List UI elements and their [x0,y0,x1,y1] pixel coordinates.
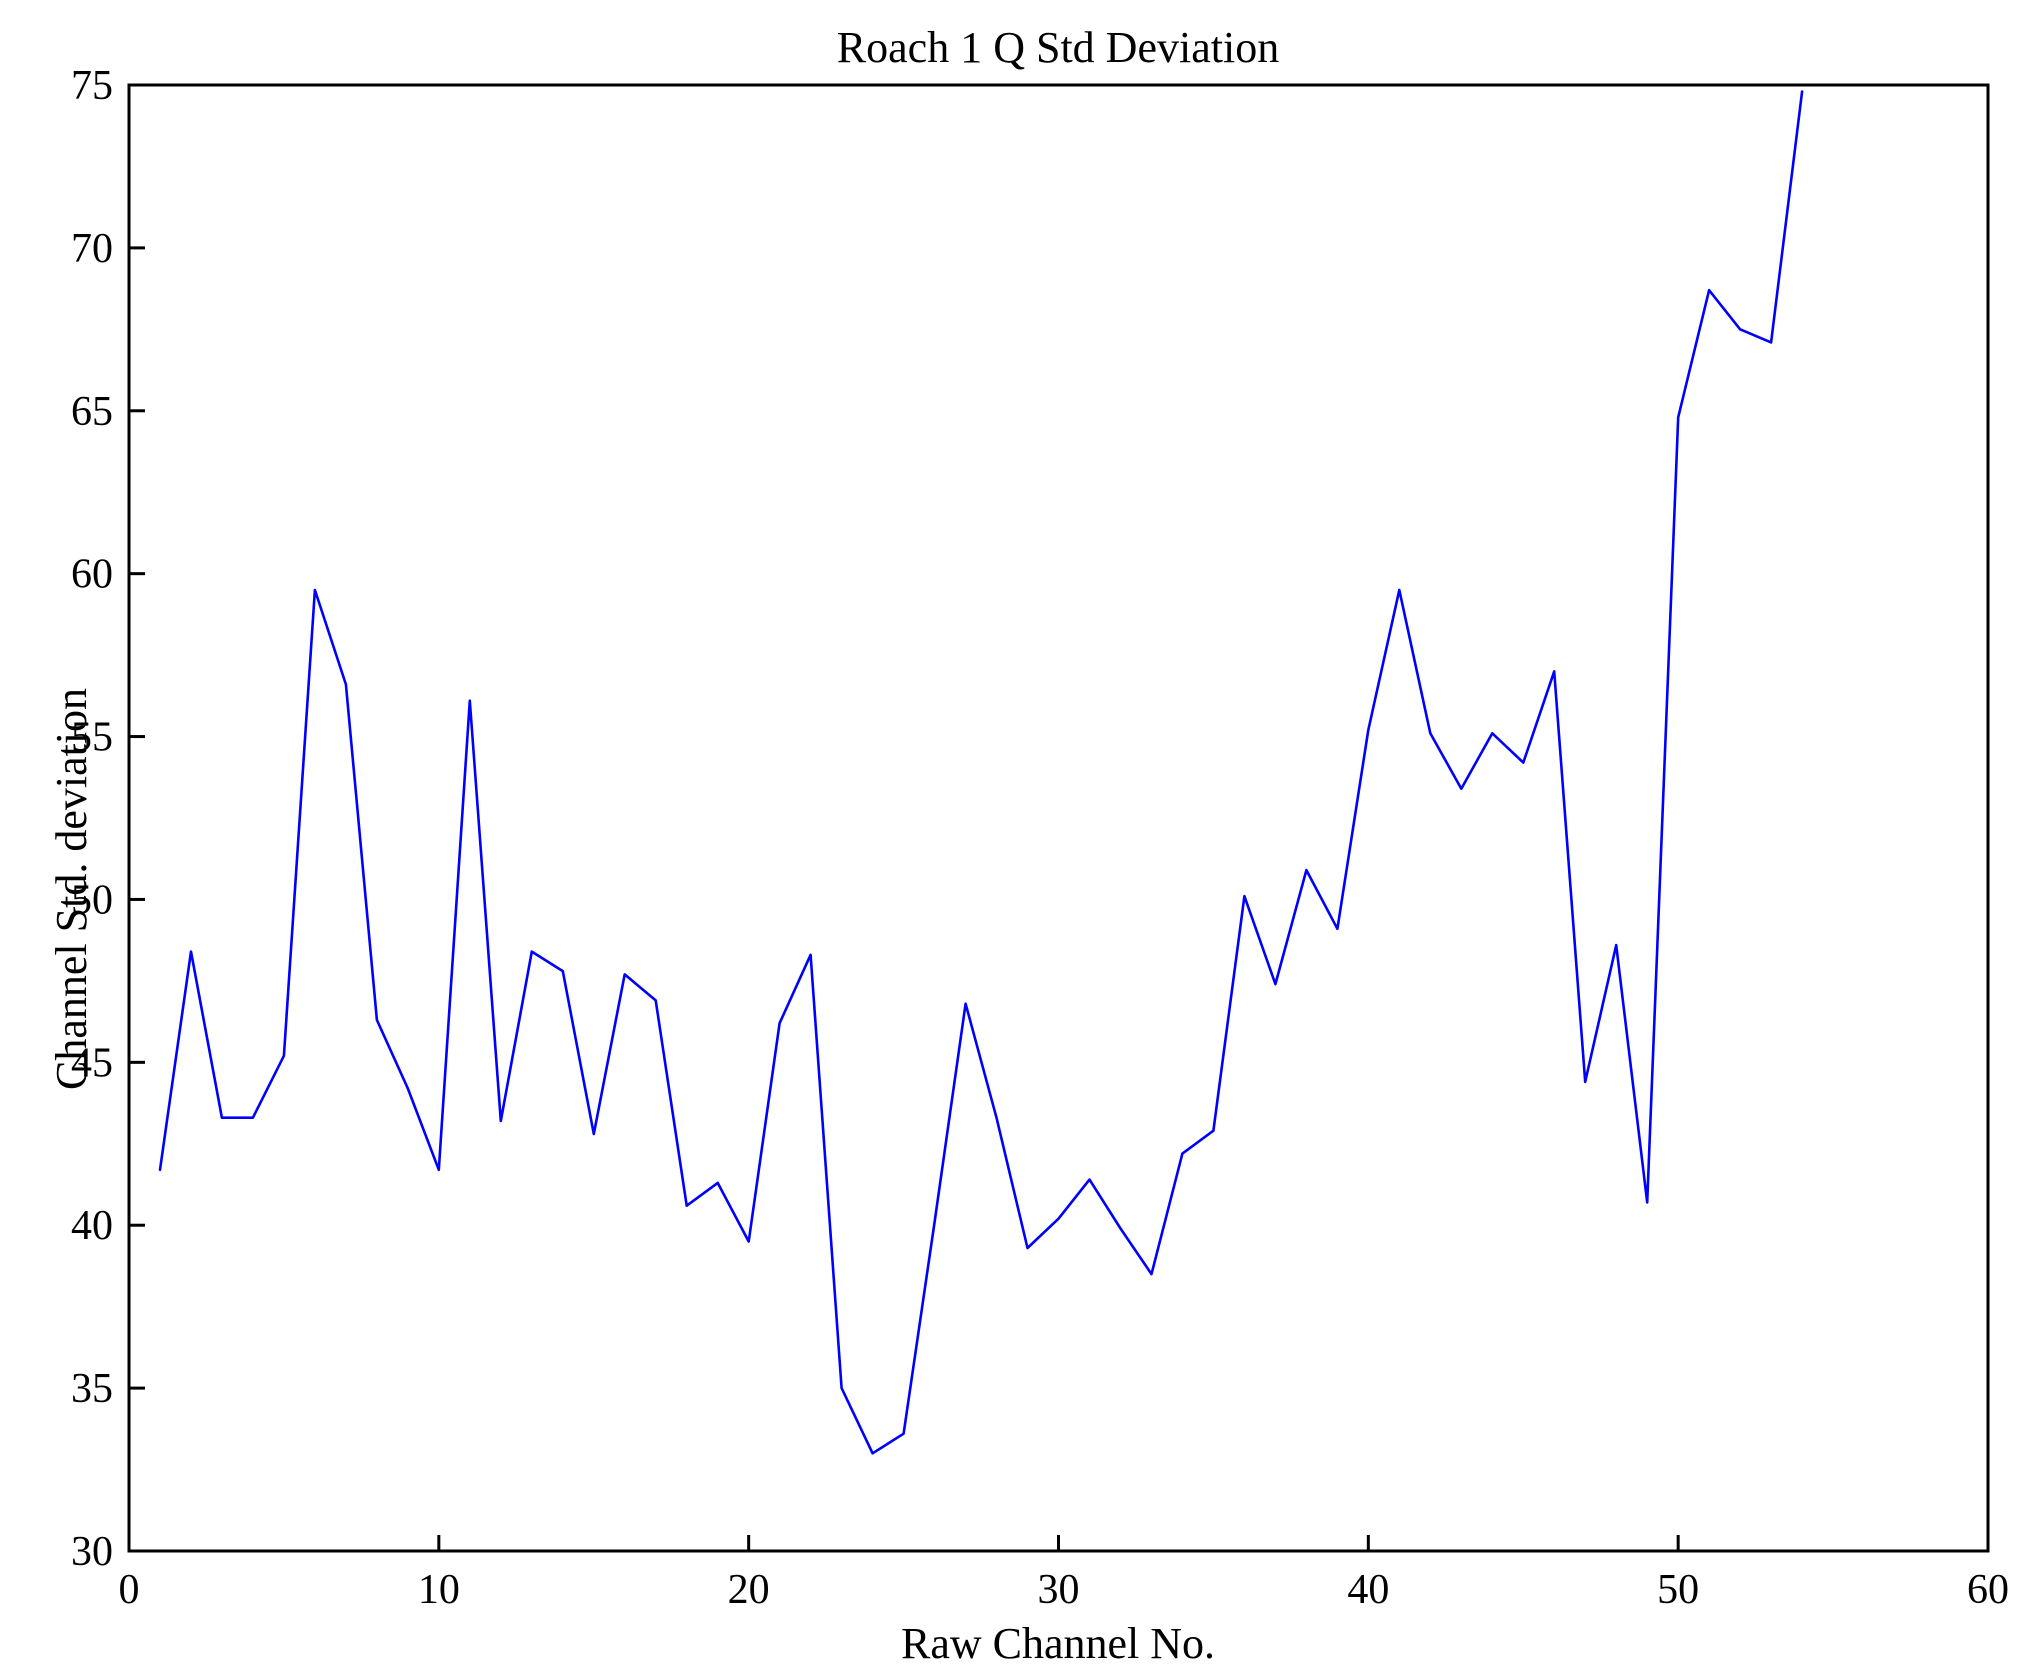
x-axis-label: Raw Channel No. [900,1619,1216,1668]
y-tick-label: 55 [71,715,113,761]
y-tick-label: 60 [71,552,113,598]
x-tick-label: 60 [1967,1567,2009,1613]
chart-title: Roach 1 Q Std Deviation [836,23,1280,72]
x-tick-label: 0 [119,1567,140,1613]
x-tick-label: 40 [1347,1567,1389,1613]
y-tick-label: 50 [71,877,113,923]
x-tick-label: 20 [728,1567,770,1613]
x-tick-label: 10 [418,1567,460,1613]
y-tick-label: 70 [71,226,113,272]
y-tick-label: 65 [71,389,113,435]
y-tick-label: 40 [71,1203,113,1249]
data-line [158,90,1804,1455]
y-axis-ticks: 30 35 40 45 50 55 60 65 70 75 [71,63,145,1575]
y-tick-label: 75 [71,63,113,109]
x-tick-label: 50 [1657,1567,1699,1613]
y-tick-label: 45 [71,1040,113,1086]
y-axis-label: Channel Std. deviation [47,687,96,1090]
plot-area-border [127,83,1990,1553]
x-axis-ticks: 0 10 20 30 40 50 60 [119,1535,2009,1613]
y-tick-label: 35 [71,1366,113,1412]
x-tick-label: 30 [1038,1567,1080,1613]
y-tick-label: 30 [71,1529,113,1575]
